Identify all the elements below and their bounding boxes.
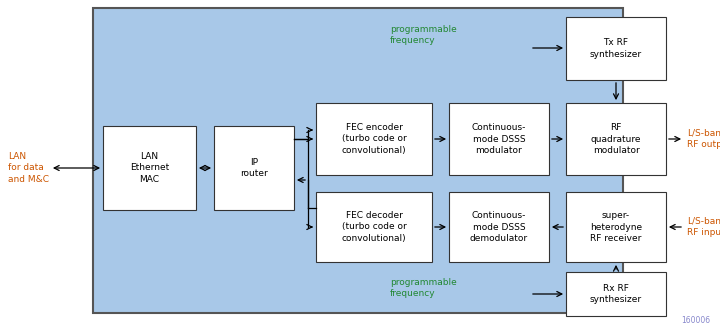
Text: programmable
frequency: programmable frequency [390, 25, 456, 45]
Text: LAN
for data
and M&C: LAN for data and M&C [8, 152, 49, 184]
Bar [566, 192, 666, 262]
Bar [103, 126, 196, 210]
Text: LAN
Ethernet
MAC: LAN Ethernet MAC [130, 152, 169, 184]
Bar [449, 103, 549, 175]
Text: Continuous-
mode DSSS
modulator: Continuous- mode DSSS modulator [472, 123, 526, 155]
Bar [316, 103, 432, 175]
Bar [93, 8, 623, 313]
Text: super-
heterodyne
RF receiver: super- heterodyne RF receiver [590, 211, 642, 243]
Text: 160006: 160006 [681, 316, 710, 325]
Text: Rx RF
synthesizer: Rx RF synthesizer [590, 284, 642, 304]
Text: Continuous-
mode DSSS
demodulator: Continuous- mode DSSS demodulator [470, 211, 528, 243]
Text: L/S-band
RF input: L/S-band RF input [687, 217, 720, 237]
Bar [566, 17, 666, 80]
Bar [566, 103, 666, 175]
Text: FEC encoder
(turbo code or
convolutional): FEC encoder (turbo code or convolutional… [341, 123, 406, 155]
Text: FEC decoder
(turbo code or
convolutional): FEC decoder (turbo code or convolutional… [341, 211, 406, 243]
Text: IP
router: IP router [240, 158, 268, 178]
Text: Tx RF
synthesizer: Tx RF synthesizer [590, 38, 642, 59]
Bar [566, 272, 666, 316]
Bar [214, 126, 294, 210]
Bar [449, 192, 549, 262]
Bar [316, 192, 432, 262]
Text: L/S-band
RF output: L/S-band RF output [687, 129, 720, 149]
Text: programmable
frequency: programmable frequency [390, 278, 456, 298]
Text: RF
quadrature
modulator: RF quadrature modulator [590, 123, 642, 155]
